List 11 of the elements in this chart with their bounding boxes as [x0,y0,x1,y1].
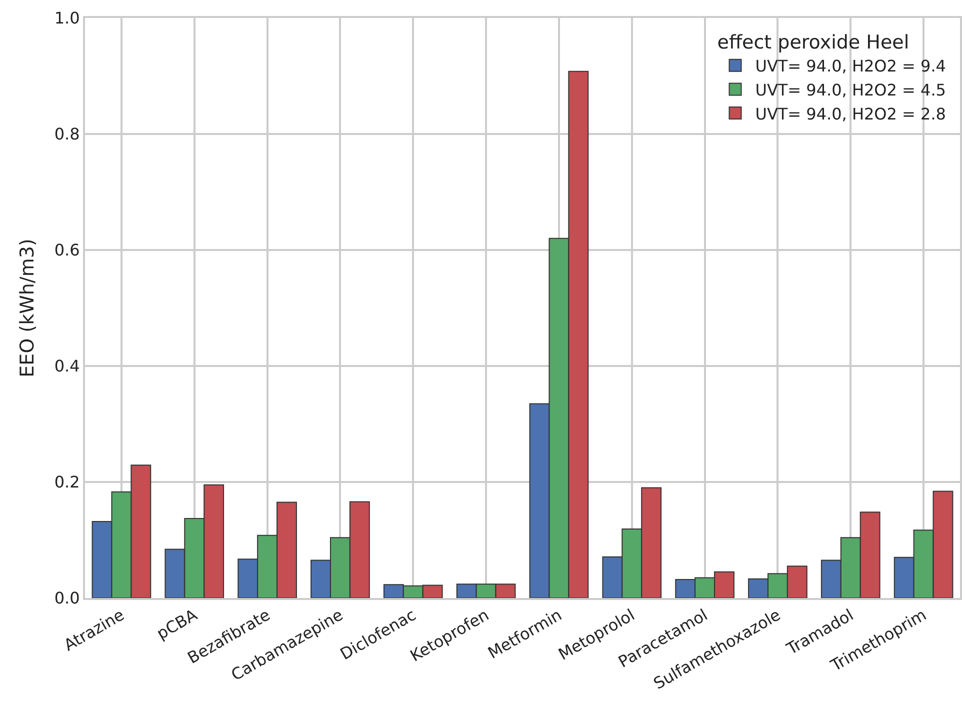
legend-label: UVT= 94.0, H2O2 = 2.8 [755,104,946,124]
y-tick-label: 0.0 [54,588,80,608]
legend-label: UVT= 94.0, H2O2 = 9.4 [755,56,946,76]
legend-title: effect peroxide Heel [717,32,910,54]
y-tick-label: 1.0 [54,8,80,28]
y-tick-label: 0.6 [54,240,80,260]
y-axis-title: EEO (kWh/m3) [16,238,39,378]
y-tick-label: 0.8 [54,124,80,144]
legend-label: UVT= 94.0, H2O2 = 4.5 [755,80,946,100]
y-tick-label: 0.4 [54,356,80,376]
y-tick-label: 0.2 [54,472,80,492]
